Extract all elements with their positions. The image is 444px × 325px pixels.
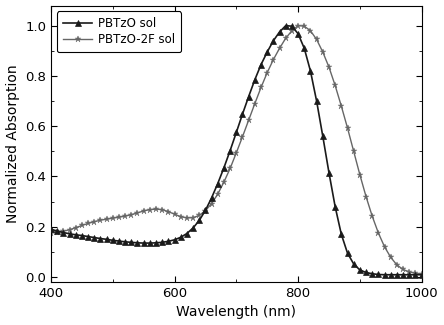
PBTzO sol — [123, 240, 128, 244]
PBTzO-2F sol — [271, 58, 276, 61]
PBTzO-2F sol — [246, 118, 251, 122]
PBTzO sol — [382, 273, 387, 277]
PBTzO sol — [178, 235, 183, 239]
PBTzO-2F sol — [295, 24, 301, 28]
PBTzO-2F sol — [376, 231, 381, 235]
PBTzO sol — [48, 227, 54, 231]
PBTzO sol — [271, 39, 276, 43]
PBTzO-2F sol — [178, 215, 183, 219]
Y-axis label: Normalized Absorption: Normalized Absorption — [6, 64, 20, 223]
X-axis label: Wavelength (nm): Wavelength (nm) — [176, 306, 296, 319]
PBTzO-2F sol — [135, 211, 140, 215]
PBTzO sol — [246, 95, 251, 98]
PBTzO sol — [283, 24, 289, 28]
Line: PBTzO-2F sol: PBTzO-2F sol — [48, 22, 425, 277]
PBTzO-2F sol — [48, 231, 54, 235]
PBTzO sol — [376, 273, 381, 277]
PBTzO-2F sol — [123, 214, 128, 218]
PBTzO-2F sol — [419, 272, 424, 276]
Legend: PBTzO sol, PBTzO-2F sol: PBTzO sol, PBTzO-2F sol — [57, 11, 181, 52]
PBTzO sol — [419, 273, 424, 277]
Line: PBTzO sol: PBTzO sol — [48, 22, 425, 278]
PBTzO sol — [135, 241, 140, 245]
